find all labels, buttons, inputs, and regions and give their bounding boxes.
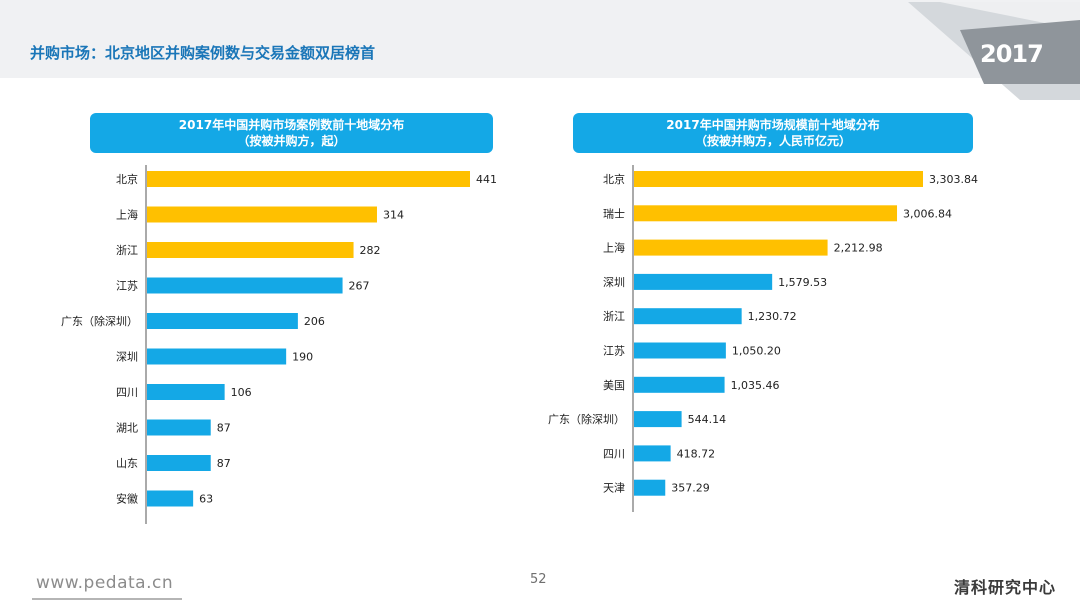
right-value-label: 2,212.98 (834, 242, 883, 255)
left-bar (147, 242, 354, 258)
left-category-label: 深圳 (116, 351, 138, 364)
right-category-label: 北京 (603, 172, 625, 186)
left-value-label: 441 (476, 173, 497, 186)
right-bar (634, 411, 682, 428)
left-category-label: 湖北 (116, 422, 138, 435)
left-value-label: 282 (360, 244, 381, 257)
year-badge: 2017 (980, 40, 1044, 68)
right-value-label: 418.72 (677, 447, 716, 460)
corner-decoration (908, 2, 1080, 100)
page-title: 并购市场：北京地区并购案例数与交易金额双居榜首 (30, 44, 376, 62)
footer-divider (32, 598, 182, 600)
left-value-label: 63 (199, 493, 213, 506)
corner-dark-shape (960, 20, 1080, 84)
footer-logo: 清科研究中心 (954, 578, 1057, 597)
right-category-label: 四川 (603, 447, 625, 460)
left-category-label: 浙江 (116, 244, 138, 257)
left-value-label: 267 (349, 280, 370, 293)
right-category-label: 天津 (603, 482, 625, 495)
right-bar (634, 239, 828, 256)
chart-right-header: 2017年中国并购市场规模前十地域分布 （按被并购方，人民币亿元） (573, 113, 973, 153)
right-bar (634, 171, 923, 187)
left-category-label: 山东 (116, 457, 138, 470)
left-value-label: 87 (217, 457, 231, 470)
right-category-label: 浙江 (603, 310, 625, 323)
chart-left-title: 2017年中国并购市场案例数前十地域分布 (178, 118, 405, 132)
left-category-label: 北京 (116, 172, 138, 186)
left-value-label: 106 (231, 386, 252, 399)
right-category-label: 江苏 (603, 345, 625, 358)
right-bar (634, 376, 725, 393)
right-category-label: 广东（除深圳） (548, 412, 625, 426)
left-bar (147, 455, 211, 471)
right-category-label: 上海 (603, 241, 625, 255)
right-value-label: 1,050.20 (732, 345, 781, 358)
right-bar (634, 273, 773, 290)
chart-left-subtitle: （按被并购方，起） (237, 134, 346, 148)
chart-left-header: 2017年中国并购市场案例数前十地域分布 （按被并购方，起） (90, 113, 493, 153)
left-bar (147, 171, 470, 187)
right-value-label: 1,579.53 (778, 276, 827, 289)
right-value-label: 1,230.72 (748, 310, 797, 323)
right-value-label: 3,303.84 (929, 173, 978, 186)
left-value-label: 314 (383, 209, 404, 222)
left-category-label: 安徽 (116, 492, 138, 506)
chart-right: 北京 3,303.84 瑞士 3,006.84 上海 2,212.98 深圳 1,579.53… (548, 165, 978, 512)
left-category-label: 江苏 (116, 280, 138, 293)
left-category-label: 广东（除深圳） (61, 314, 138, 328)
right-category-label: 美国 (603, 379, 625, 392)
chart-left: 北京 441 上海 314 浙江 282 江苏 267 广东（除深圳） 206 深圳 190 四川 106… (61, 165, 497, 524)
left-bar (147, 384, 225, 400)
right-category-label: 瑞士 (603, 206, 625, 220)
footer-url: www.pedata.cn (36, 573, 174, 593)
right-bar (634, 479, 666, 496)
chart-right-subtitle: （按被并购方，人民币亿元） (694, 134, 851, 148)
right-value-label: 1,035.46 (731, 379, 780, 392)
left-bar (147, 277, 343, 294)
header-band (0, 0, 1080, 78)
left-category-label: 四川 (116, 386, 138, 399)
left-value-label: 206 (304, 315, 325, 328)
right-value-label: 544.14 (688, 413, 727, 426)
page-number: 52 (530, 572, 547, 587)
chart-right-title: 2017年中国并购市场规模前十地域分布 (666, 118, 880, 132)
right-value-label: 357.29 (671, 482, 710, 495)
left-bar (147, 419, 211, 436)
right-bar (634, 445, 671, 462)
left-value-label: 87 (217, 422, 231, 435)
left-value-label: 190 (292, 351, 313, 364)
left-bar (147, 313, 298, 329)
right-bar (634, 342, 726, 359)
left-bar (147, 206, 377, 223)
left-category-label: 上海 (116, 208, 138, 222)
left-bar (147, 490, 194, 507)
left-bar (147, 348, 287, 365)
right-value-label: 3,006.84 (903, 207, 952, 220)
right-bar (634, 308, 742, 325)
right-category-label: 深圳 (603, 276, 625, 289)
right-bar (634, 205, 898, 222)
